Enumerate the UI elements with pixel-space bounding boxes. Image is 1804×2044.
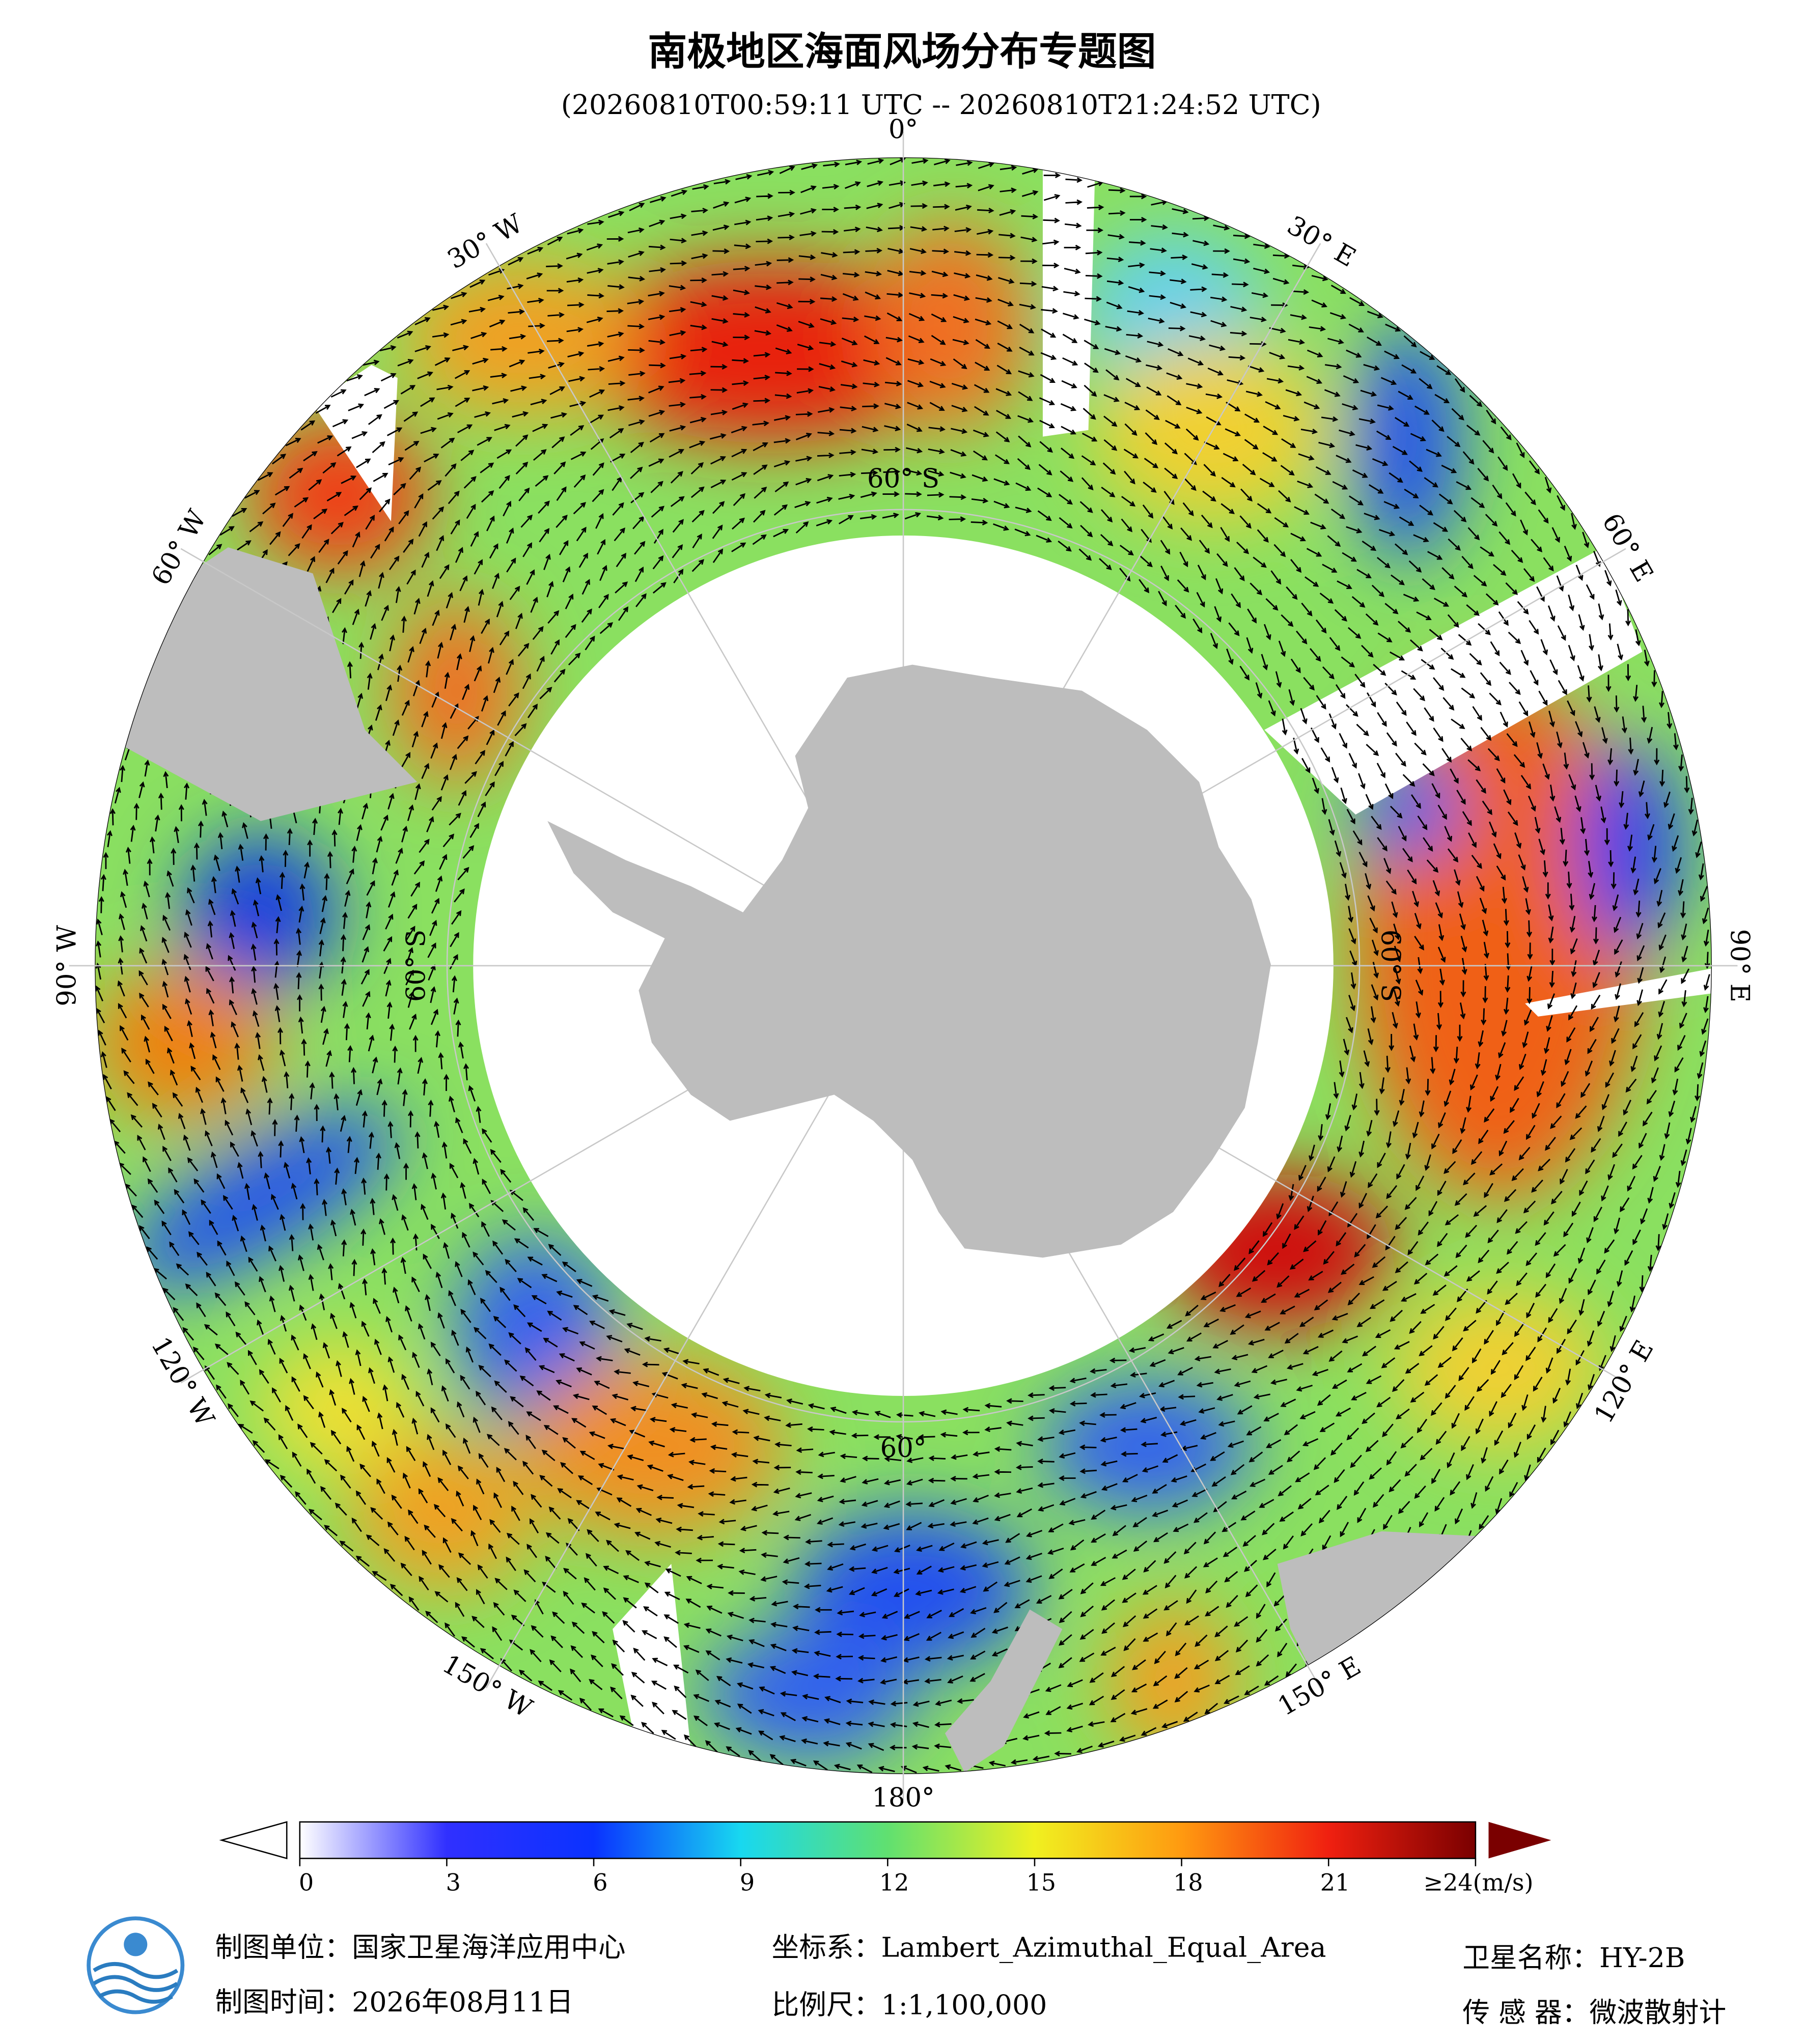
colorbar-tick-label: 18 xyxy=(1173,1869,1203,1896)
colorbar-tick-label: ≥24(m/s) xyxy=(1423,1869,1533,1896)
footer-scale: 比例尺：1:1,100,000 xyxy=(772,1989,1047,2021)
colorbar-tick-label: 15 xyxy=(1026,1869,1056,1896)
subtitle: (20260810T00:59:11 UTC -- 20260810T21:24… xyxy=(561,89,1321,121)
ring-label: 60° S xyxy=(1375,930,1405,1002)
ring-label: 60° S xyxy=(401,930,432,1002)
footer-date: 制图时间：2026年08月11日 xyxy=(215,1986,573,2018)
ring-label: 60° S xyxy=(867,464,939,494)
meridian-label: 90° W xyxy=(52,925,82,1006)
footer-satellite: 卫星名称：HY-2B xyxy=(1462,1942,1685,1974)
footer-crs: 坐标系：Lambert_Azimuthal_Equal_Area xyxy=(772,1931,1326,1964)
logo xyxy=(87,1916,185,2014)
wind-arrows xyxy=(95,157,1710,1774)
meridian-label: 0° xyxy=(889,115,918,145)
colorbar-tick-label: 9 xyxy=(740,1869,755,1896)
footer: 制图单位：国家卫星海洋应用中心 制图时间：2026年08月11日 坐标系：Lam… xyxy=(215,1931,1726,2029)
colorbar-tick-label: 12 xyxy=(879,1869,909,1896)
meridian-label: 180° xyxy=(872,1782,934,1813)
footer-sensor: 传 感 器：微波散射计 xyxy=(1462,1997,1726,2029)
colorbar-tick-label: 21 xyxy=(1320,1869,1350,1896)
meridian-label: 90° E xyxy=(1724,929,1755,1002)
footer-org: 制图单位：国家卫星海洋应用中心 xyxy=(215,1931,625,1964)
colorbar-tick-label: 3 xyxy=(446,1869,461,1896)
antarctica xyxy=(547,664,1271,1258)
ring-label: 60° xyxy=(880,1433,927,1464)
colorbar: 0 3 6 9 12 15 18 21 ≥24(m/s) xyxy=(219,1821,1551,1896)
colorbar-tick-label: 6 xyxy=(593,1869,607,1896)
colorbar-tick-label: 0 xyxy=(299,1869,314,1896)
title: 南极地区海面风场分布专题图 xyxy=(648,29,1156,75)
